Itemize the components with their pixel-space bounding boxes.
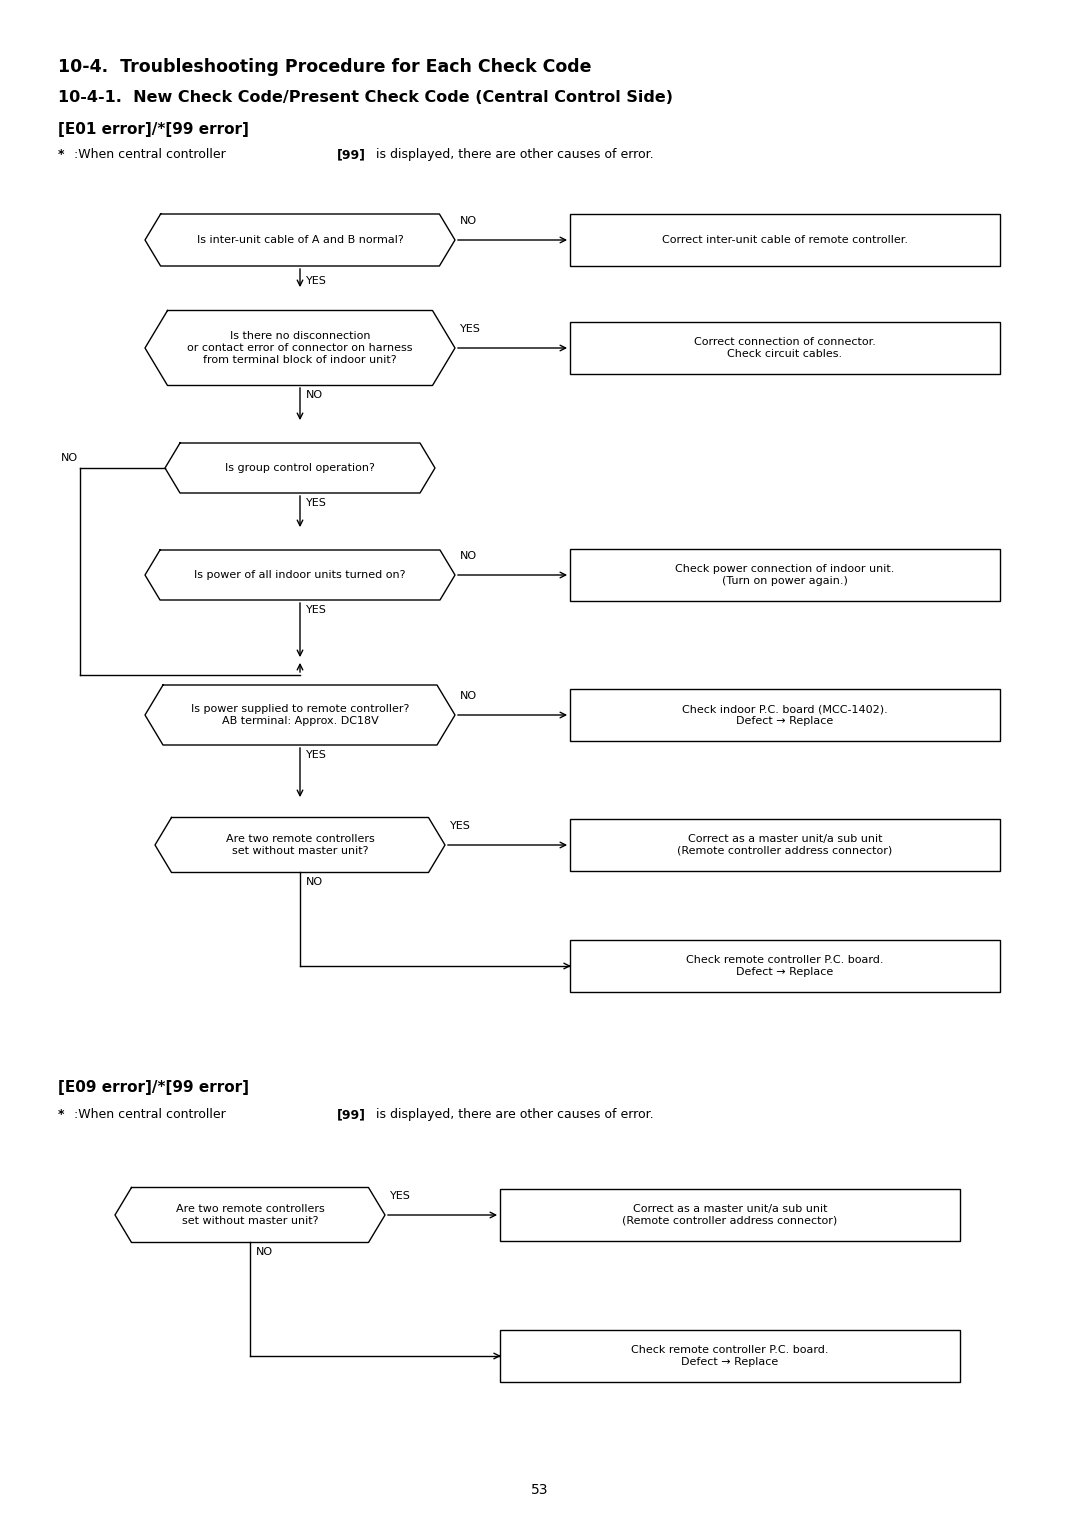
Text: Are two remote controllers
set without master unit?: Are two remote controllers set without m… [176,1205,324,1226]
Text: :When central controller: :When central controller [70,148,230,162]
Text: NO: NO [460,217,477,226]
Text: 10-4-1.  New Check Code/Present Check Code (Central Control Side): 10-4-1. New Check Code/Present Check Cod… [58,90,673,105]
Text: *: * [58,1109,65,1121]
Text: NO: NO [60,453,78,464]
Text: Is inter-unit cable of A and B normal?: Is inter-unit cable of A and B normal? [197,235,403,246]
Text: Correct as a master unit/a sub unit
(Remote controller address connector): Correct as a master unit/a sub unit (Rem… [622,1205,838,1226]
FancyBboxPatch shape [570,939,1000,991]
FancyBboxPatch shape [570,322,1000,374]
Text: [E01 error]/*[99 error]: [E01 error]/*[99 error] [58,122,248,137]
Text: YES: YES [306,276,327,287]
Text: [E09 error]/*[99 error]: [E09 error]/*[99 error] [58,1080,249,1095]
Text: Is group control operation?: Is group control operation? [225,464,375,473]
Text: 10-4.  Troubleshooting Procedure for Each Check Code: 10-4. Troubleshooting Procedure for Each… [58,58,592,76]
Text: YES: YES [460,323,481,334]
Text: YES: YES [306,750,327,759]
FancyBboxPatch shape [570,689,1000,741]
Text: NO: NO [256,1247,273,1257]
Text: Check remote controller P.C. board.
Defect → Replace: Check remote controller P.C. board. Defe… [686,955,883,978]
Text: [99]: [99] [337,148,366,162]
Text: [99]: [99] [337,1109,366,1121]
Text: Check power connection of indoor unit.
(Turn on power again.): Check power connection of indoor unit. (… [675,564,894,586]
Text: is displayed, there are other causes of error.: is displayed, there are other causes of … [372,1109,653,1121]
Text: 53: 53 [531,1482,549,1498]
Text: YES: YES [390,1191,410,1202]
Text: Correct as a master unit/a sub unit
(Remote controller address connector): Correct as a master unit/a sub unit (Rem… [677,834,893,856]
Text: is displayed, there are other causes of error.: is displayed, there are other causes of … [372,148,653,162]
Text: YES: YES [450,820,471,831]
Text: Correct inter-unit cable of remote controller.: Correct inter-unit cable of remote contr… [662,235,908,246]
Text: Is there no disconnection
or contact error of connector on harness
from terminal: Is there no disconnection or contact err… [187,331,413,364]
Text: NO: NO [306,877,323,888]
Text: Check indoor P.C. board (MCC-1402).
Defect → Replace: Check indoor P.C. board (MCC-1402). Defe… [683,705,888,726]
Text: Is power of all indoor units turned on?: Is power of all indoor units turned on? [194,570,406,580]
FancyBboxPatch shape [570,214,1000,265]
Text: NO: NO [460,691,477,702]
Text: NO: NO [306,390,323,400]
FancyBboxPatch shape [500,1330,960,1382]
FancyBboxPatch shape [500,1190,960,1241]
Text: YES: YES [306,605,327,615]
Text: Check remote controller P.C. board.
Defect → Replace: Check remote controller P.C. board. Defe… [631,1345,828,1366]
Text: NO: NO [460,551,477,561]
Text: Correct connection of connector.
Check circuit cables.: Correct connection of connector. Check c… [694,337,876,358]
Text: *: * [58,148,65,162]
Text: YES: YES [306,499,327,508]
Text: Is power supplied to remote controller?
AB terminal: Approx. DC18V: Is power supplied to remote controller? … [191,705,409,726]
Text: :When central controller: :When central controller [70,1109,230,1121]
Text: Are two remote controllers
set without master unit?: Are two remote controllers set without m… [226,834,375,856]
FancyBboxPatch shape [570,549,1000,601]
FancyBboxPatch shape [570,819,1000,871]
